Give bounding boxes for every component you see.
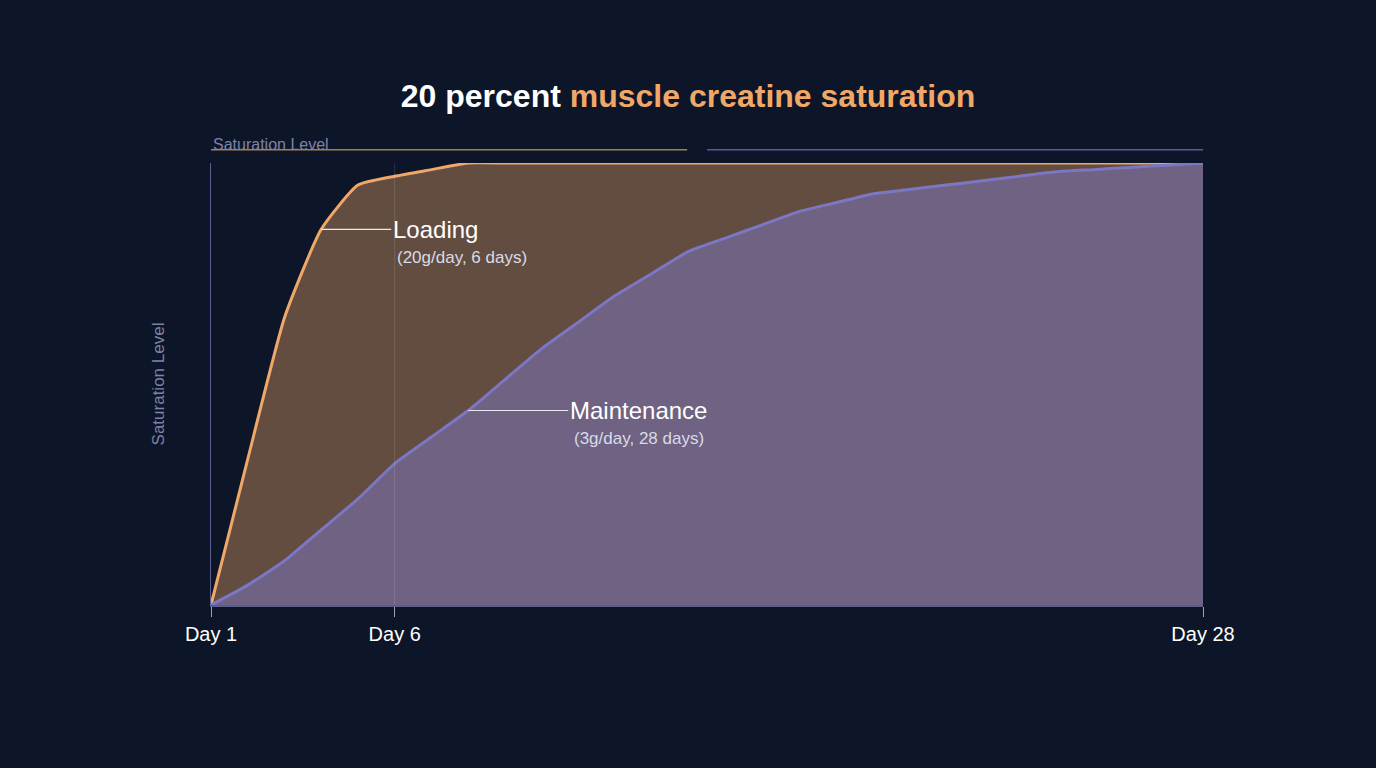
svg-text:Maintenance: Maintenance xyxy=(570,397,707,424)
svg-text:Saturation Level: Saturation Level xyxy=(213,136,329,153)
svg-text:Day 6: Day 6 xyxy=(369,623,421,645)
svg-text:(20g/day, 6 days): (20g/day, 6 days) xyxy=(397,248,527,267)
svg-text:Saturation Level: Saturation Level xyxy=(149,323,168,446)
svg-text:(3g/day, 28 days): (3g/day, 28 days) xyxy=(574,429,704,448)
svg-text:20 percent muscle creatine sat: 20 percent muscle creatine saturation xyxy=(401,78,975,114)
svg-text:Loading: Loading xyxy=(393,216,478,243)
svg-text:Day 28: Day 28 xyxy=(1171,623,1234,645)
svg-text:Day 1: Day 1 xyxy=(185,623,237,645)
